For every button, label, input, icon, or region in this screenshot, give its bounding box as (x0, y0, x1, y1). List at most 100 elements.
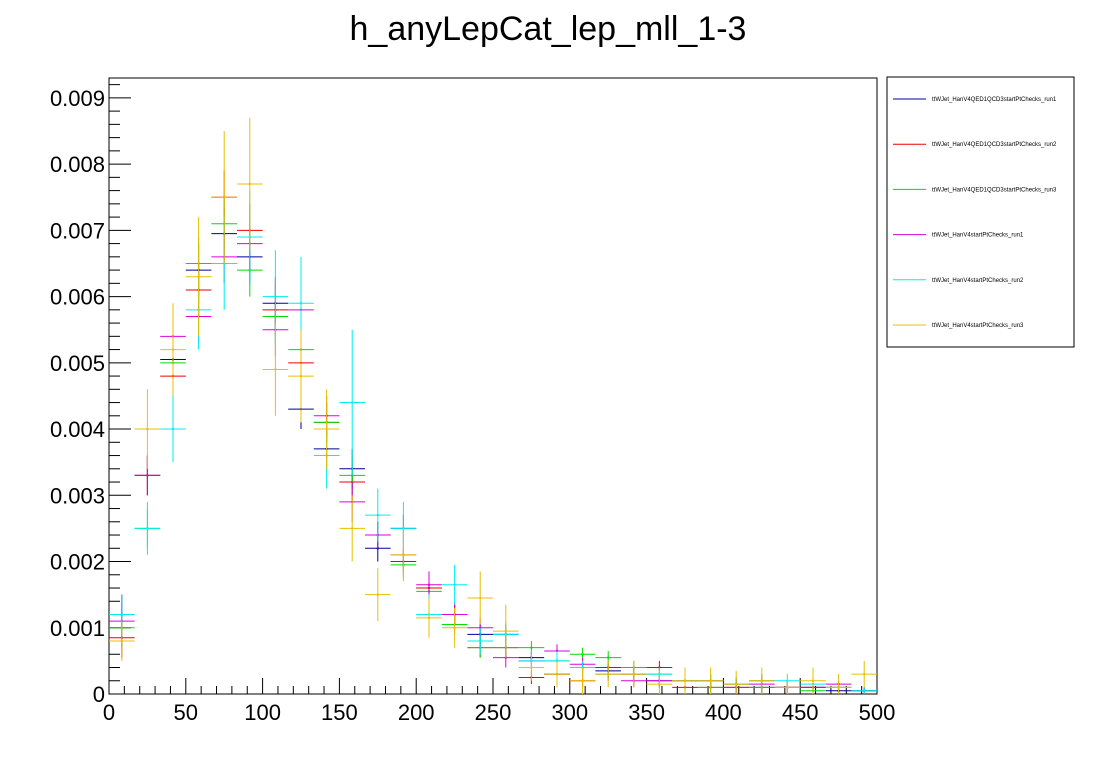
marker (146, 527, 149, 530)
data-point (646, 670, 673, 694)
y-tick-label: 0.002 (50, 550, 105, 575)
marker (863, 689, 866, 692)
data-point (211, 130, 238, 264)
data-point (364, 488, 391, 542)
legend-item: ttWJet_HanV4QED1QCD3startPtChecks_run2 (893, 142, 1057, 148)
y-tick-label: 0.003 (50, 483, 105, 508)
data-point (569, 667, 596, 694)
data-point (595, 660, 622, 688)
marker (479, 596, 482, 600)
x-tick-label: 400 (705, 700, 742, 725)
marker (299, 374, 303, 378)
marker (299, 302, 303, 305)
chart-title: h_anyLepCat_lep_mll_1-3 (350, 10, 747, 48)
y-tick-label: 0.008 (50, 152, 105, 177)
y-tick-label: 0.006 (50, 285, 105, 310)
y-tick-label: 0 (93, 682, 105, 707)
data-point (569, 647, 596, 661)
marker (530, 666, 533, 669)
marker (427, 616, 431, 620)
marker (453, 583, 456, 586)
x-tick-label: 50 (174, 700, 198, 725)
data-point (160, 303, 186, 396)
legend-items: ttWJet_HanV4QED1QCD3startPtChecks_run1tt… (893, 97, 1057, 329)
x-tick-label: 300 (551, 700, 588, 725)
marker (607, 656, 610, 659)
legend-box (886, 76, 1075, 348)
data-point (672, 667, 698, 694)
marker (171, 348, 175, 351)
y-tick-label: 0.005 (50, 351, 105, 376)
marker (530, 646, 533, 649)
y-tick-label: 0.001 (50, 616, 105, 641)
legend-label: ttWJet_HanV4startPtChecks_run2 (932, 278, 1024, 284)
legend-label: ttWJet_HanV4QED1QCD3startPtChecks_run2 (932, 142, 1057, 148)
data-point (518, 654, 545, 681)
marker (350, 401, 354, 404)
data-point (339, 495, 365, 562)
data-point (416, 571, 442, 598)
data-point (160, 395, 186, 463)
marker (274, 295, 277, 298)
marker (581, 653, 584, 656)
marker (223, 196, 226, 199)
data-point (339, 329, 365, 476)
marker (786, 686, 789, 689)
data-point (492, 604, 519, 658)
x-tick-label: 350 (628, 700, 665, 725)
data-point (237, 117, 263, 251)
x-tick-label: 500 (859, 700, 896, 725)
marker (658, 682, 661, 686)
marker (350, 527, 354, 530)
legend-item: ttWJet_HanV4QED1QCD3startPtChecks_run3 (893, 187, 1057, 193)
legend-item: ttWJet_HanV4startPtChecks_run1 (893, 233, 1024, 239)
marker (709, 679, 712, 682)
axes: 0 50 100 150 200 250 300 350 400 450 500 0 0.001 0.00… (50, 84, 896, 725)
legend: ttWJet_HanV4QED1QCD3startPtChecks_run1tt… (886, 76, 1075, 348)
data-point (467, 627, 494, 655)
marker (811, 679, 815, 682)
data-point (697, 667, 724, 694)
marker (274, 368, 277, 371)
plot-area (108, 77, 878, 695)
marker (402, 553, 405, 557)
marker (632, 672, 636, 676)
y-tick-label: 0.009 (50, 86, 105, 111)
marker (248, 182, 252, 186)
marker (171, 427, 175, 431)
legend-item: ttWJet_HanV4QED1QCD3startPtChecks_run1 (893, 97, 1057, 103)
data-point (441, 564, 468, 605)
data-point (364, 568, 391, 622)
y-tick-label: 0.007 (50, 218, 105, 243)
data-point (441, 607, 468, 648)
data-point (851, 687, 878, 694)
data-point (108, 621, 135, 661)
data-point (134, 501, 161, 555)
marker (197, 275, 200, 278)
y-tick-label: 0.004 (50, 417, 105, 442)
marker (479, 639, 482, 643)
marker (837, 686, 840, 689)
marker (325, 427, 328, 431)
data-point (800, 667, 826, 694)
x-tick-label: 250 (475, 700, 512, 725)
legend-label: ttWJet_HanV4QED1QCD3startPtChecks_run1 (932, 97, 1057, 103)
marker (863, 672, 866, 676)
data-point (262, 323, 289, 416)
marker (120, 613, 123, 616)
data-point (723, 670, 749, 694)
legend-item: ttWJet_HanV4startPtChecks_run2 (893, 278, 1024, 284)
data-point (825, 674, 852, 694)
data-point (313, 389, 340, 469)
data-point (416, 597, 442, 638)
legend-label: ttWJet_HanV4startPtChecks_run1 (932, 233, 1024, 239)
legend-item: ttWJet_HanV4startPtChecks_run3 (893, 323, 1024, 329)
legend-label: ttWJet_HanV4startPtChecks_run3 (932, 323, 1024, 329)
plot-frame (108, 77, 878, 695)
x-tick-label: 450 (782, 700, 819, 725)
marker (504, 629, 507, 633)
data-point (467, 571, 494, 625)
marker (760, 679, 763, 682)
marker (453, 626, 456, 629)
